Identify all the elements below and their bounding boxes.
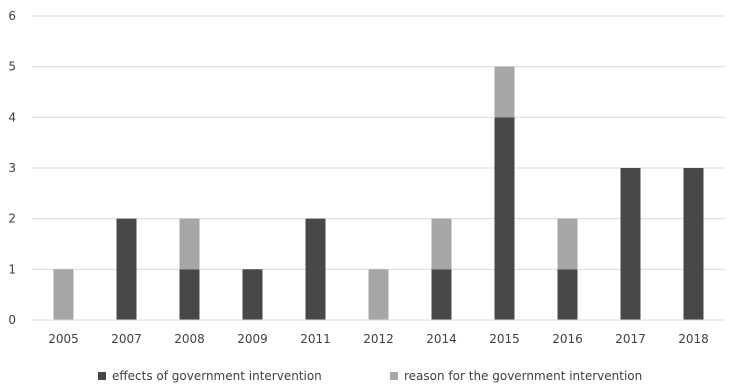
x-axis-ticks: 2005 2007 2008 2009 2011 2012 2014 2015 2016 2017… bbox=[48, 332, 709, 346]
bar-2008-series-1 bbox=[179, 218, 200, 270]
y-tick-label: 4 bbox=[8, 110, 16, 124]
x-tick-label: 2011 bbox=[300, 332, 331, 346]
legend-label: reason for the government intervention bbox=[404, 369, 642, 383]
x-tick-label: 2016 bbox=[552, 332, 583, 346]
bar-2015-series-1 bbox=[494, 66, 515, 118]
bar-2016-series-0 bbox=[557, 269, 578, 320]
x-tick-label: 2009 bbox=[237, 332, 268, 346]
y-tick-label: 5 bbox=[8, 60, 16, 74]
bar-2014-series-0 bbox=[431, 269, 452, 320]
x-tick-label: 2018 bbox=[678, 332, 709, 346]
bar-2016-series-1 bbox=[557, 218, 578, 270]
x-tick-label: 2015 bbox=[489, 332, 520, 346]
y-axis-ticks: 0 1 2 3 4 5 6 bbox=[8, 9, 16, 327]
bar-2011-series-0 bbox=[305, 218, 326, 320]
x-tick-label: 2012 bbox=[363, 332, 394, 346]
bar-2012-series-1 bbox=[368, 269, 389, 320]
bar-2005-series-1 bbox=[53, 269, 74, 320]
x-tick-label: 2005 bbox=[48, 332, 79, 346]
gridlines bbox=[32, 15, 725, 270]
legend: effects of government intervention reason… bbox=[98, 369, 642, 383]
x-tick-label: 2014 bbox=[426, 332, 457, 346]
x-tick-label: 2007 bbox=[111, 332, 142, 346]
x-tick-label: 2008 bbox=[174, 332, 205, 346]
bar-2008-series-0 bbox=[179, 269, 200, 320]
y-tick-label: 3 bbox=[8, 161, 16, 175]
y-tick-label: 2 bbox=[8, 212, 16, 226]
bar-2014-series-1 bbox=[431, 218, 452, 270]
x-tick-label: 2017 bbox=[615, 332, 646, 346]
legend-label: effects of government intervention bbox=[112, 369, 322, 383]
legend-swatch bbox=[98, 372, 106, 380]
y-tick-label: 6 bbox=[8, 9, 16, 23]
bar-2009-series-0 bbox=[242, 269, 263, 320]
legend-swatch bbox=[390, 372, 398, 380]
bar-2015-series-0 bbox=[494, 117, 515, 320]
y-tick-label: 1 bbox=[8, 262, 16, 276]
bar-2017-series-0 bbox=[620, 168, 641, 320]
y-tick-label: 0 bbox=[8, 313, 16, 327]
bars bbox=[53, 66, 704, 320]
bar-2007-series-0 bbox=[116, 218, 137, 320]
bar-2018-series-0 bbox=[683, 168, 704, 320]
